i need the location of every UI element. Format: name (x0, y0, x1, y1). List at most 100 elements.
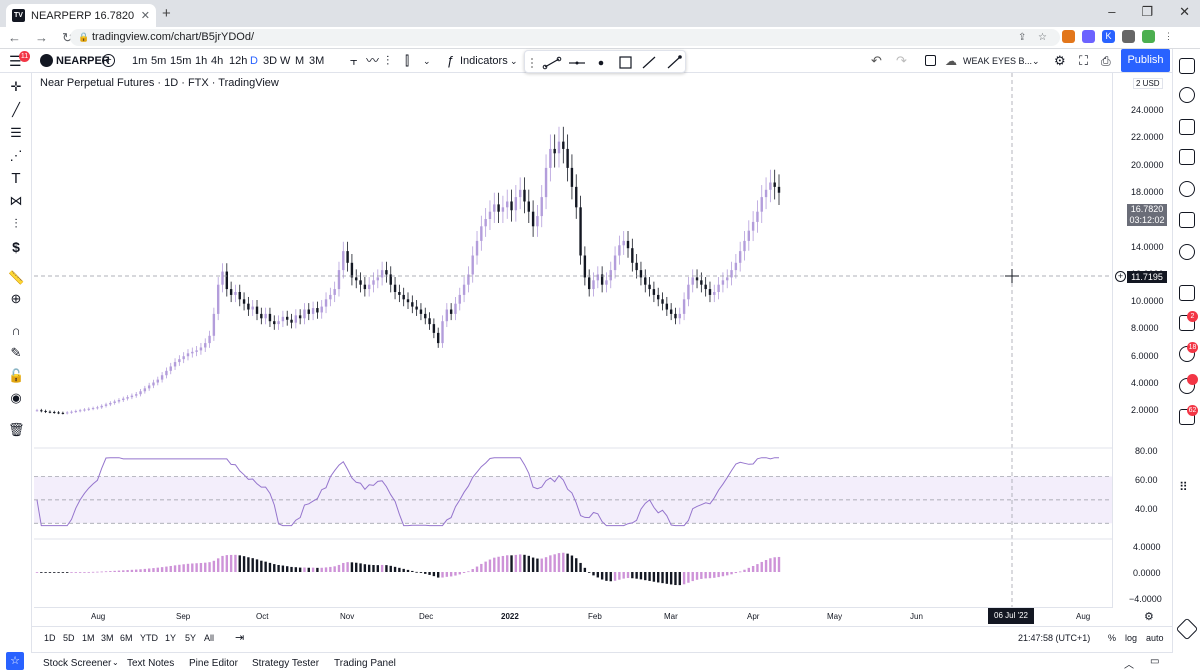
range-6m[interactable]: 6M (120, 633, 133, 643)
calendar-icon[interactable] (1179, 149, 1195, 165)
interval-m[interactable]: M (295, 55, 305, 67)
camera-snapshot-icon[interactable]: ⎙ (1101, 54, 1111, 68)
minimize-panel-icon[interactable]: ︿ (1124, 660, 1134, 671)
interval-15m[interactable]: 15m (170, 55, 192, 67)
maximize-panel-icon[interactable]: ▭ (1150, 656, 1160, 667)
range-all[interactable]: All (204, 633, 215, 643)
go-to-date-icon[interactable]: ⇥ (235, 632, 245, 644)
interval-5m[interactable]: 5m (151, 55, 167, 67)
puzzle-extension-icon[interactable] (1122, 30, 1135, 43)
magnet-icon[interactable]: ∩ (11, 323, 21, 338)
browser-menu-icon[interactable]: ⋮ (1164, 31, 1173, 41)
indicators-icon[interactable]: ƒ (447, 53, 455, 68)
auto-toggle[interactable]: auto (1146, 633, 1164, 643)
line-type-icon[interactable]: 〰 (366, 53, 380, 68)
forward-icon[interactable]: → (35, 30, 48, 45)
watchlist-icon[interactable] (1179, 58, 1195, 74)
add-alert-plus-icon[interactable]: + (1115, 271, 1126, 282)
extension-icon[interactable] (1082, 30, 1095, 43)
interval-4h[interactable]: 4h (211, 55, 224, 67)
tab-close-icon[interactable]: ✕ (140, 10, 150, 22)
crosshair-tool-icon[interactable]: ✛ (10, 79, 22, 94)
price-axis[interactable]: 2 USD 24.000022.000020.000018.000016.000… (1112, 73, 1170, 608)
axis-settings-gear-icon[interactable]: ⚙ (1144, 611, 1154, 623)
layout-name[interactable]: WEAK EYES B... (963, 56, 1033, 66)
interval-d[interactable]: D (250, 55, 258, 67)
close-window-icon[interactable]: ✕ (1179, 4, 1190, 19)
bars-type-icon[interactable]: ⫶ (386, 53, 390, 68)
panel-tab[interactable]: Text Notes (127, 658, 175, 669)
maximize-icon[interactable]: ❐ (1141, 4, 1154, 19)
minimize-icon[interactable]: – (1108, 4, 1116, 19)
rectangle-tool-icon[interactable] (619, 56, 632, 69)
chart-type-chevron-icon[interactable]: ⌄ (423, 56, 431, 66)
indicators-chevron-icon[interactable]: ⌄ (510, 56, 518, 66)
range-1y[interactable]: 1Y (165, 633, 177, 643)
brush-tool-icon[interactable] (667, 55, 682, 69)
metamask-extension-icon[interactable] (1062, 30, 1075, 43)
range-5d[interactable]: 5D (63, 633, 75, 643)
horizontal-line-tool-icon[interactable] (569, 61, 585, 65)
undo-icon[interactable]: ↶ (871, 53, 882, 68)
interval-3d[interactable]: 3D (263, 55, 278, 67)
redo-icon[interactable]: ↷ (896, 53, 907, 68)
indicators-button[interactable]: Indicators (460, 55, 508, 67)
text-tool-icon[interactable]: T (11, 170, 21, 187)
panel-tab[interactable]: Stock Screener (43, 658, 112, 669)
publish-button[interactable]: Publish (1121, 49, 1170, 72)
alerts-clock-icon[interactable] (1179, 87, 1195, 103)
profile-avatar-icon[interactable] (1142, 30, 1155, 43)
interval-w[interactable]: W (280, 55, 291, 67)
hotlists-icon[interactable] (1179, 181, 1195, 197)
data-window-icon[interactable] (1179, 212, 1195, 228)
time-axis[interactable]: Aug Sep Oct Nov Dec 2022 Feb Mar Apr May Jun Aug 06… (34, 607, 1154, 625)
interval-3m[interactable]: 3M (309, 55, 325, 67)
range-ytd[interactable]: YTD (140, 633, 158, 643)
screener-chevron-icon[interactable]: ⌄ (112, 658, 119, 667)
drag-grip-icon[interactable]: ⠿ (1179, 480, 1188, 494)
clock[interactable]: 21:47:58 (UTC+1) (1018, 633, 1091, 643)
fib-tool-icon[interactable]: ☰ (10, 125, 22, 140)
settings-gear-icon[interactable]: ⚙ (1054, 53, 1066, 68)
stay-in-drawing-mode-icon[interactable]: ✎ (10, 345, 22, 360)
range-5y[interactable]: 5Y (185, 633, 197, 643)
star-favorites-icon[interactable]: ☆ (6, 652, 24, 670)
compare-symbol-icon[interactable]: + (102, 54, 115, 67)
chart-canvas[interactable] (34, 73, 1112, 607)
panel-tab[interactable]: Pine Editor (189, 658, 238, 669)
fullscreen-icon[interactable]: ⛶ (1079, 53, 1089, 68)
new-tab-button[interactable]: + (162, 5, 171, 22)
panel-tab[interactable]: Strategy Tester (252, 658, 320, 669)
layout-chevron-icon[interactable]: ⌄ (1032, 56, 1040, 66)
menu-icon[interactable]: ☰ (9, 53, 22, 69)
percent-toggle[interactable]: % (1108, 633, 1117, 643)
ruler-icon[interactable]: 📏 (8, 270, 25, 285)
browser-tab[interactable]: TV NEARPERP 16.7820 ▼ −4.38% W ✕ (6, 4, 156, 27)
k-extension-icon[interactable]: K (1102, 30, 1115, 43)
range-1d[interactable]: 1D (44, 633, 56, 643)
pitchfork-tool-icon[interactable]: ⋰ (9, 148, 23, 163)
zoom-in-icon[interactable]: ⊕ (10, 291, 22, 306)
interval-1m[interactable]: 1m (132, 55, 148, 67)
streams-icon[interactable] (1179, 285, 1195, 301)
panel-tab[interactable]: Trading Panel (334, 658, 396, 669)
bookmark-star-icon[interactable]: ☆ (1038, 32, 1047, 43)
symbol-search[interactable]: NEARPER (56, 55, 110, 67)
log-toggle[interactable]: log (1125, 633, 1138, 643)
range-3m[interactable]: 3M (101, 633, 114, 643)
trend-line-tool-icon[interactable] (542, 56, 562, 70)
trend-line-icon[interactable]: ╱ (12, 102, 20, 117)
range-1m[interactable]: 1M (82, 633, 95, 643)
ideas-lightbulb-icon[interactable] (1179, 244, 1195, 260)
currency-select[interactable]: 2 USD (1133, 78, 1163, 89)
drag-handle-icon[interactable] (531, 58, 533, 68)
dollar-icon[interactable]: $ (12, 239, 20, 255)
dot-tool-icon[interactable] (598, 60, 604, 66)
back-icon[interactable]: ← (8, 30, 21, 45)
trash-icon[interactable]: 🗑 (8, 422, 25, 437)
share-icon[interactable]: ⇪ (1018, 32, 1027, 43)
lock-drawings-icon[interactable]: 🔓 (8, 368, 25, 383)
interval-1h[interactable]: 1h (195, 55, 208, 67)
prediction-tool-icon[interactable]: ⫶ (14, 216, 18, 231)
pattern-tool-icon[interactable]: ⋈ (9, 193, 23, 208)
